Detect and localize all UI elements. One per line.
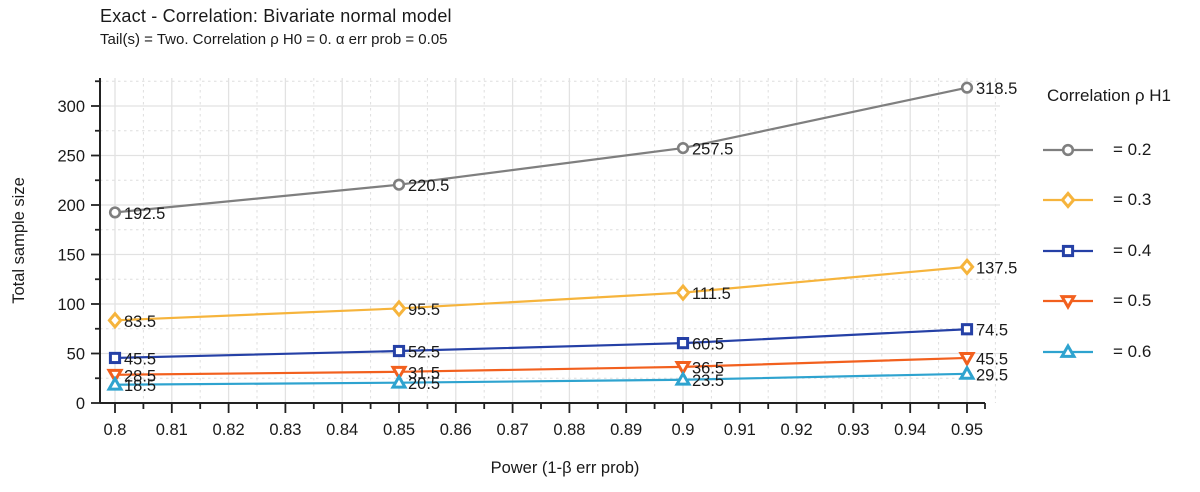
x-axis-tick-labels: 0.8 0.81 0.82 0.83 0.84 0.85 0.86 0.87 0.88 0.89 0…: [104, 421, 984, 439]
grid-major: [100, 78, 1000, 403]
legend-item-rho-0.2: = 0.2: [1042, 138, 1151, 162]
svg-text:0.84: 0.84: [326, 421, 358, 439]
point-label: 318.5: [976, 80, 1017, 98]
y-axis-title: Total sample size: [10, 177, 28, 304]
svg-text:0.94: 0.94: [894, 421, 926, 439]
legend-item-label: = 0.5: [1113, 291, 1152, 310]
svg-text:0.87: 0.87: [497, 421, 529, 439]
series-rho-0.6: 18.5 20.5 23.5 29.5: [106, 364, 1008, 395]
axes: [99, 78, 985, 404]
svg-text:0: 0: [76, 395, 85, 413]
legend-item-label: = 0.4: [1113, 241, 1152, 260]
chart-title: Exact - Correlation: Bivariate normal mo…: [100, 6, 452, 26]
y-axis-tick-labels: 0 50 100 150 200 250 300: [57, 98, 85, 413]
series-rho-0.4: 45.5 52.5 60.5 74.5: [108, 322, 1008, 368]
legend-swatch-square-icon: [1043, 244, 1093, 258]
svg-text:0.9: 0.9: [672, 421, 695, 439]
legend-item-rho-0.4: = 0.4: [1042, 239, 1151, 263]
legend-item-label: = 0.3: [1113, 190, 1152, 209]
point-label: 23.5: [692, 372, 724, 390]
point-label: 36.5: [692, 359, 724, 377]
legend-item-rho-0.3: = 0.3: [1042, 188, 1151, 212]
point-label: 60.5: [692, 336, 724, 354]
point-label: 74.5: [976, 322, 1008, 340]
legend-swatch-triangle-down-icon: [1043, 295, 1093, 311]
series-rho-0.5: 28.5 31.5 36.5 45.5: [106, 350, 1008, 385]
svg-text:0.86: 0.86: [440, 421, 472, 439]
point-label: 83.5: [124, 313, 156, 331]
svg-text:150: 150: [57, 246, 85, 264]
point-label: 45.5: [976, 350, 1008, 368]
svg-text:0.92: 0.92: [781, 421, 813, 439]
point-label: 31.5: [408, 364, 440, 382]
x-axis-title: Power (1-β err prob): [491, 459, 640, 477]
point-label: 220.5: [408, 177, 449, 195]
legend-item-rho-0.6: = 0.6: [1042, 340, 1151, 364]
svg-text:0.83: 0.83: [269, 421, 301, 439]
svg-text:0.95: 0.95: [951, 421, 983, 439]
svg-text:0.89: 0.89: [610, 421, 642, 439]
point-label: 28.5: [124, 367, 156, 385]
point-label: 20.5: [408, 375, 440, 393]
legend-swatch-triangle-up-icon: [1043, 342, 1093, 358]
point-label: 29.5: [976, 366, 1008, 384]
legend-item-label: = 0.2: [1113, 140, 1152, 159]
grid-minor: [100, 78, 1000, 403]
svg-text:0.81: 0.81: [156, 421, 188, 439]
svg-text:250: 250: [57, 147, 85, 165]
point-label: 192.5: [124, 205, 165, 223]
svg-text:0.85: 0.85: [383, 421, 415, 439]
point-label: 52.5: [408, 344, 440, 362]
legend-swatch-diamond-icon: [1043, 191, 1093, 209]
point-label: 95.5: [408, 301, 440, 319]
svg-text:200: 200: [57, 197, 85, 215]
svg-text:0.93: 0.93: [837, 421, 869, 439]
svg-text:0.8: 0.8: [104, 421, 127, 439]
series-rho-0.3: 83.5 95.5 111.5 137.5: [107, 257, 1017, 331]
svg-text:300: 300: [57, 98, 85, 116]
legend-item-label: = 0.6: [1113, 342, 1152, 361]
legend-title: Correlation ρ H1: [1047, 86, 1171, 105]
svg-text:0.82: 0.82: [213, 421, 245, 439]
point-label: 257.5: [692, 141, 733, 159]
point-label: 111.5: [692, 285, 731, 303]
svg-text:50: 50: [67, 345, 85, 363]
point-label: 18.5: [124, 377, 156, 395]
chart-subtitle: Tail(s) = Two. Correlation ρ H0 = 0. α e…: [100, 31, 448, 48]
legend-swatch-circle-icon: [1043, 143, 1093, 157]
series-rho-0.2: 192.5 220.5 257.5 318.5: [108, 80, 1017, 223]
tick-marks: [91, 80, 986, 413]
legend-item-rho-0.5: = 0.5: [1042, 289, 1151, 313]
point-label: 137.5: [976, 259, 1017, 277]
svg-text:0.91: 0.91: [724, 421, 756, 439]
svg-text:0.88: 0.88: [553, 421, 585, 439]
point-label: 45.5: [124, 350, 156, 368]
svg-text:100: 100: [57, 296, 85, 314]
